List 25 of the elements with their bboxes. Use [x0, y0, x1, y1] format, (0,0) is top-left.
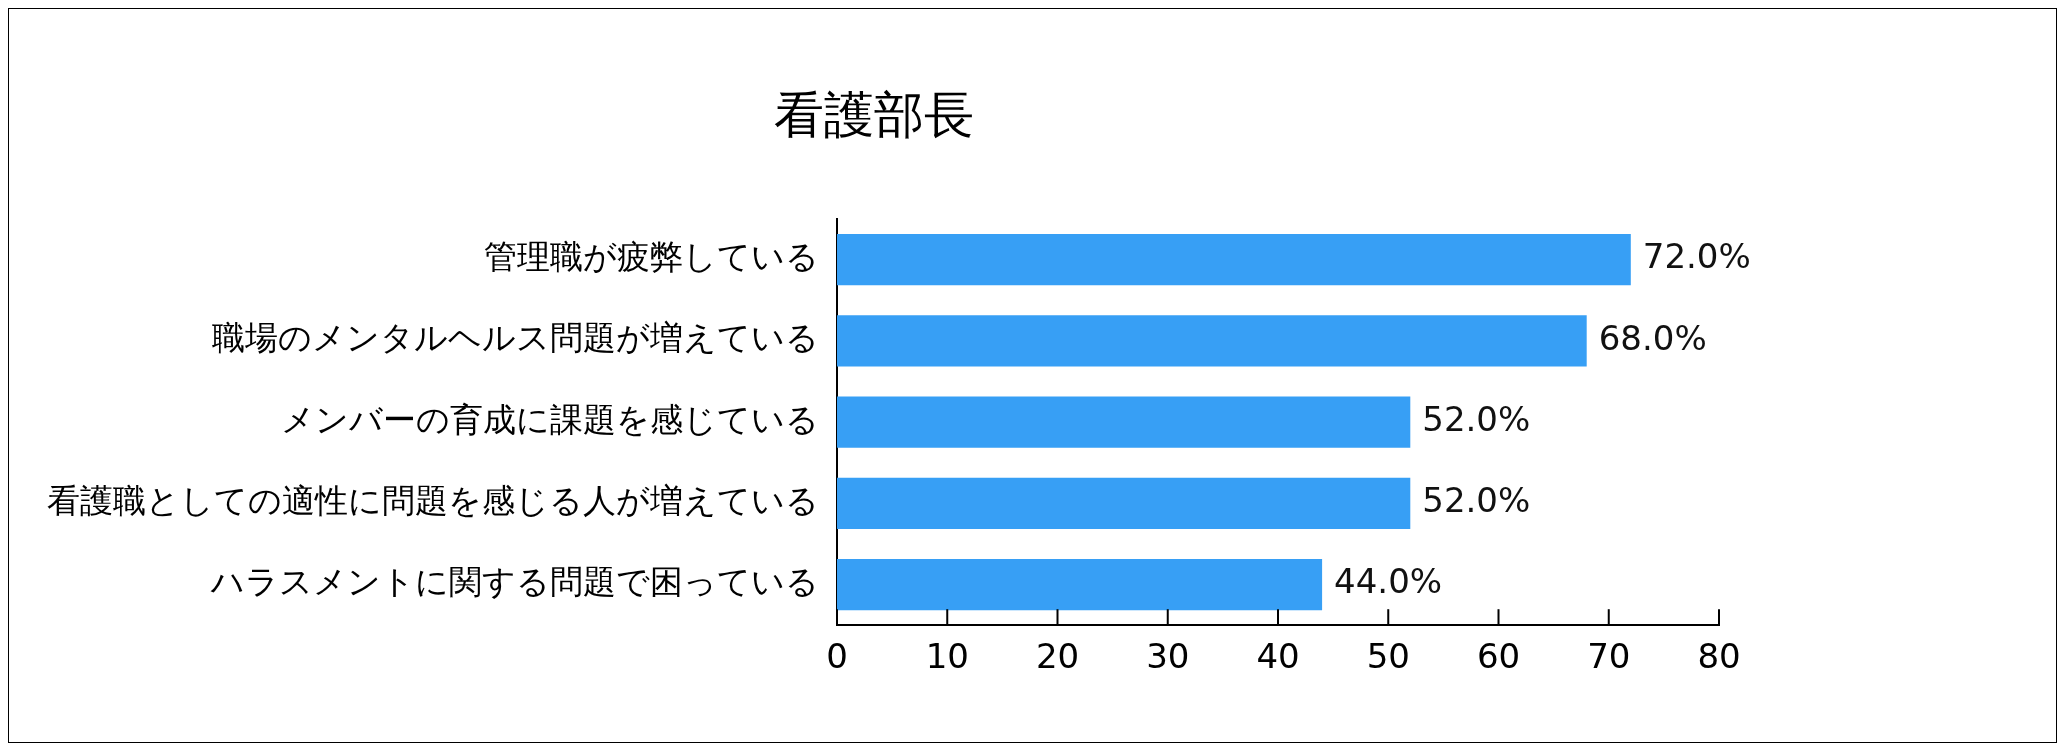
bar — [837, 558, 1323, 611]
x-tick-label: 70 — [1587, 636, 1631, 677]
x-tick-label: 60 — [1476, 636, 1521, 677]
x-tick-label: 50 — [1366, 636, 1410, 677]
x-tick-label: 0 — [826, 636, 848, 677]
data-label: 44.0% — [1334, 561, 1443, 602]
x-tick-label: 20 — [1035, 636, 1080, 677]
x-tick-label: 30 — [1146, 636, 1190, 677]
x-tick-label: 40 — [1256, 636, 1300, 677]
x-tick-label: 80 — [1697, 636, 1741, 677]
y-tick-label: 管理職が疲弊している — [484, 237, 819, 277]
bar — [837, 315, 1587, 367]
data-label: 72.0% — [1642, 236, 1751, 277]
data-label: 52.0% — [1422, 398, 1531, 439]
y-tick-label: 看護職としての適性に問題を感じる人が増えている — [47, 480, 819, 520]
x-tick-label: 10 — [925, 636, 969, 677]
data-label: 68.0% — [1598, 317, 1707, 358]
bar — [837, 234, 1631, 286]
y-tick-label: ハラスメントに関する問題で困っている — [210, 562, 819, 602]
chart-title: 看護部長 — [774, 85, 974, 144]
data-label: 52.0% — [1422, 480, 1531, 521]
bar — [837, 396, 1411, 448]
bar — [837, 477, 1411, 529]
y-tick-label: メンバーの育成に課題を感じている — [281, 399, 819, 439]
y-tick-label: 職場のメンタルヘルス問題が増えている — [212, 318, 819, 358]
